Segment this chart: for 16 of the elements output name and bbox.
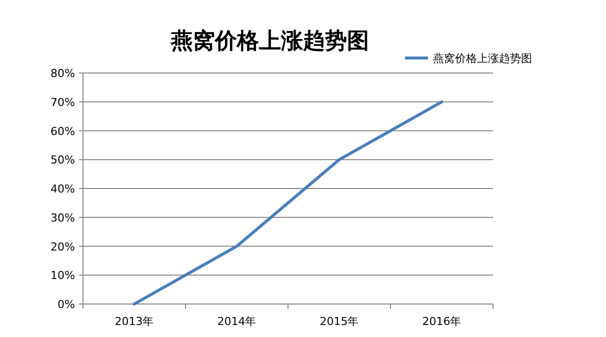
y-tick-label: 40% [50,182,75,196]
y-tick-label: 10% [50,269,75,282]
y-tick-label: 20% [50,240,75,254]
x-tick-label: 2013年 [114,315,154,328]
y-tick-label: 50% [50,154,75,167]
x-tick-label: 2015年 [320,315,359,328]
y-tick-label: 80% [50,67,75,80]
x-tick-label: 2016年 [422,315,462,328]
y-tick-label: 30% [50,211,75,224]
y-tick-label: 70% [50,96,75,109]
chart-title: 燕窝价格上涨趋势图 [170,28,369,54]
x-tick-label: 2014年 [217,315,256,328]
y-tick-label: 60% [50,124,75,138]
y-tick-label: 0% [58,298,75,311]
legend-label: 燕窝价格上涨趋势图 [433,52,532,65]
line-series [132,100,444,306]
